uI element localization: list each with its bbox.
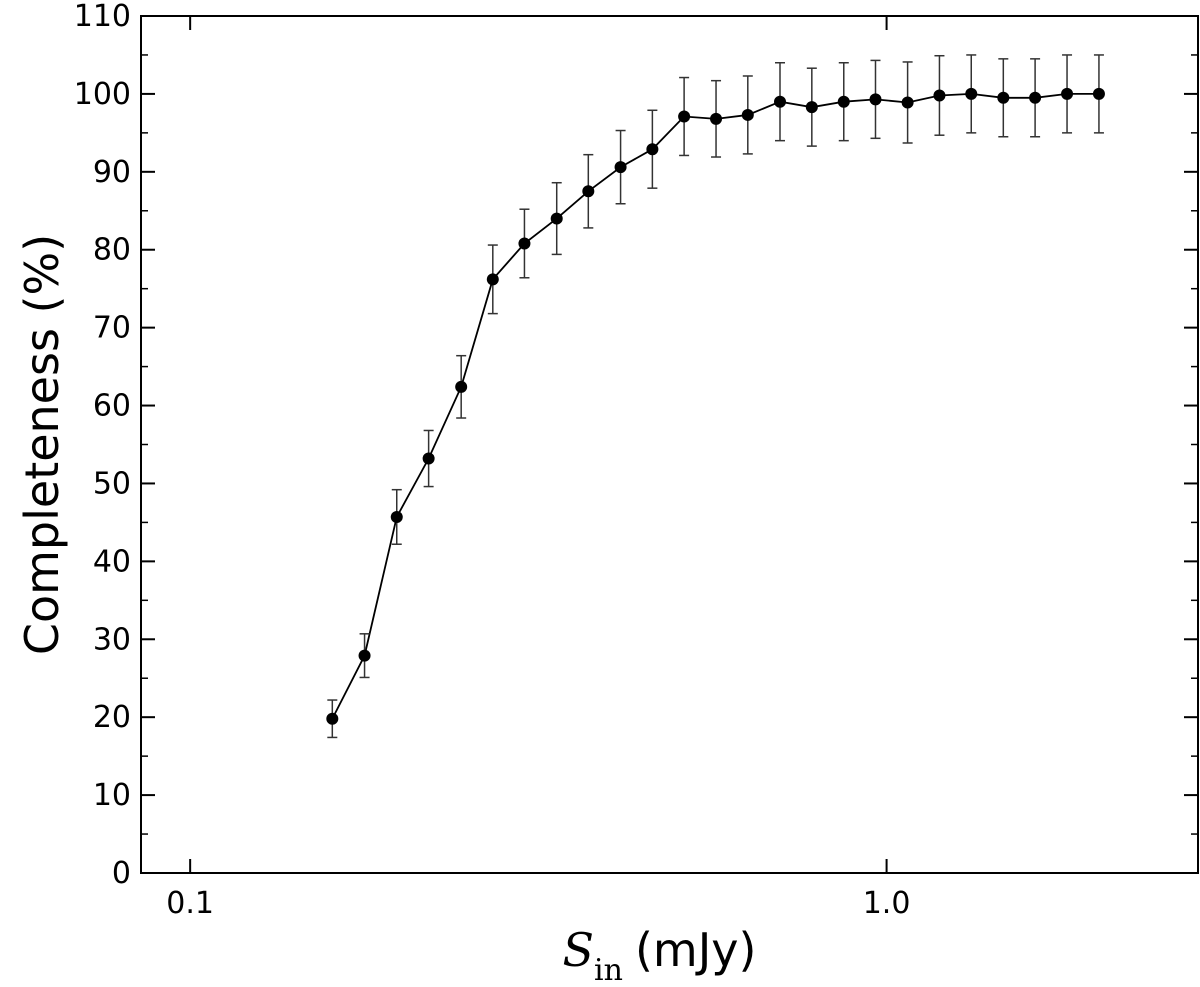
y-tick-label: 110 [74, 0, 131, 34]
y-tick-label: 50 [93, 466, 131, 501]
x-axis-label-subscript: in [594, 953, 623, 987]
data-point [710, 112, 723, 125]
x-axis-label-unit: (mJy) [635, 923, 757, 977]
data-point [486, 273, 499, 286]
data-point [455, 380, 468, 393]
major-ticks [141, 15, 1198, 874]
data-point [837, 95, 850, 108]
data-point [1061, 87, 1074, 100]
data-point [614, 161, 627, 174]
data-point [358, 649, 371, 662]
data-point [1092, 87, 1105, 100]
series-line [331, 93, 1099, 720]
y-tick-label: 100 [74, 77, 131, 112]
series-layer [326, 54, 1105, 739]
data-point [422, 452, 435, 465]
data-point [390, 510, 403, 523]
y-tick-label: 70 [93, 311, 131, 346]
x-axis-label: Sin (mJy) [563, 923, 757, 987]
data-point [326, 712, 339, 725]
y-tick-label: 40 [93, 544, 131, 579]
data-point [901, 96, 914, 109]
x-tick-label: 1.0 [863, 886, 911, 921]
data-point [646, 143, 659, 156]
data-point [997, 91, 1010, 104]
minor-ticks [141, 54, 1198, 835]
data-point [741, 108, 754, 121]
x-tick-label: 0.1 [166, 886, 214, 921]
data-point [678, 110, 691, 123]
data-point [1029, 91, 1042, 104]
data-point [774, 95, 787, 108]
y-tick-label: 10 [93, 778, 131, 813]
data-point [550, 212, 563, 225]
plot-frame [140, 15, 1199, 874]
y-tick-label: 90 [93, 155, 131, 190]
data-point [582, 185, 595, 198]
data-point [869, 93, 882, 106]
y-tick-label: 60 [93, 389, 131, 424]
x-axis-label-symbol: S [563, 923, 595, 977]
y-tick-label: 0 [112, 856, 131, 891]
tick-labels: 0 10 20 30 40 50 60 70 80 90 100 110 0.1 1.0 [74, 0, 911, 921]
data-point [805, 101, 818, 114]
y-tick-label: 20 [93, 700, 131, 735]
x-axis-label-text: Sin (mJy) [563, 923, 757, 987]
y-axis-label: Completeness (%) [15, 234, 69, 655]
data-point [965, 87, 978, 100]
y-tick-label: 30 [93, 622, 131, 657]
data-point [518, 237, 531, 250]
y-tick-label: 80 [93, 233, 131, 268]
data-point [933, 89, 946, 102]
